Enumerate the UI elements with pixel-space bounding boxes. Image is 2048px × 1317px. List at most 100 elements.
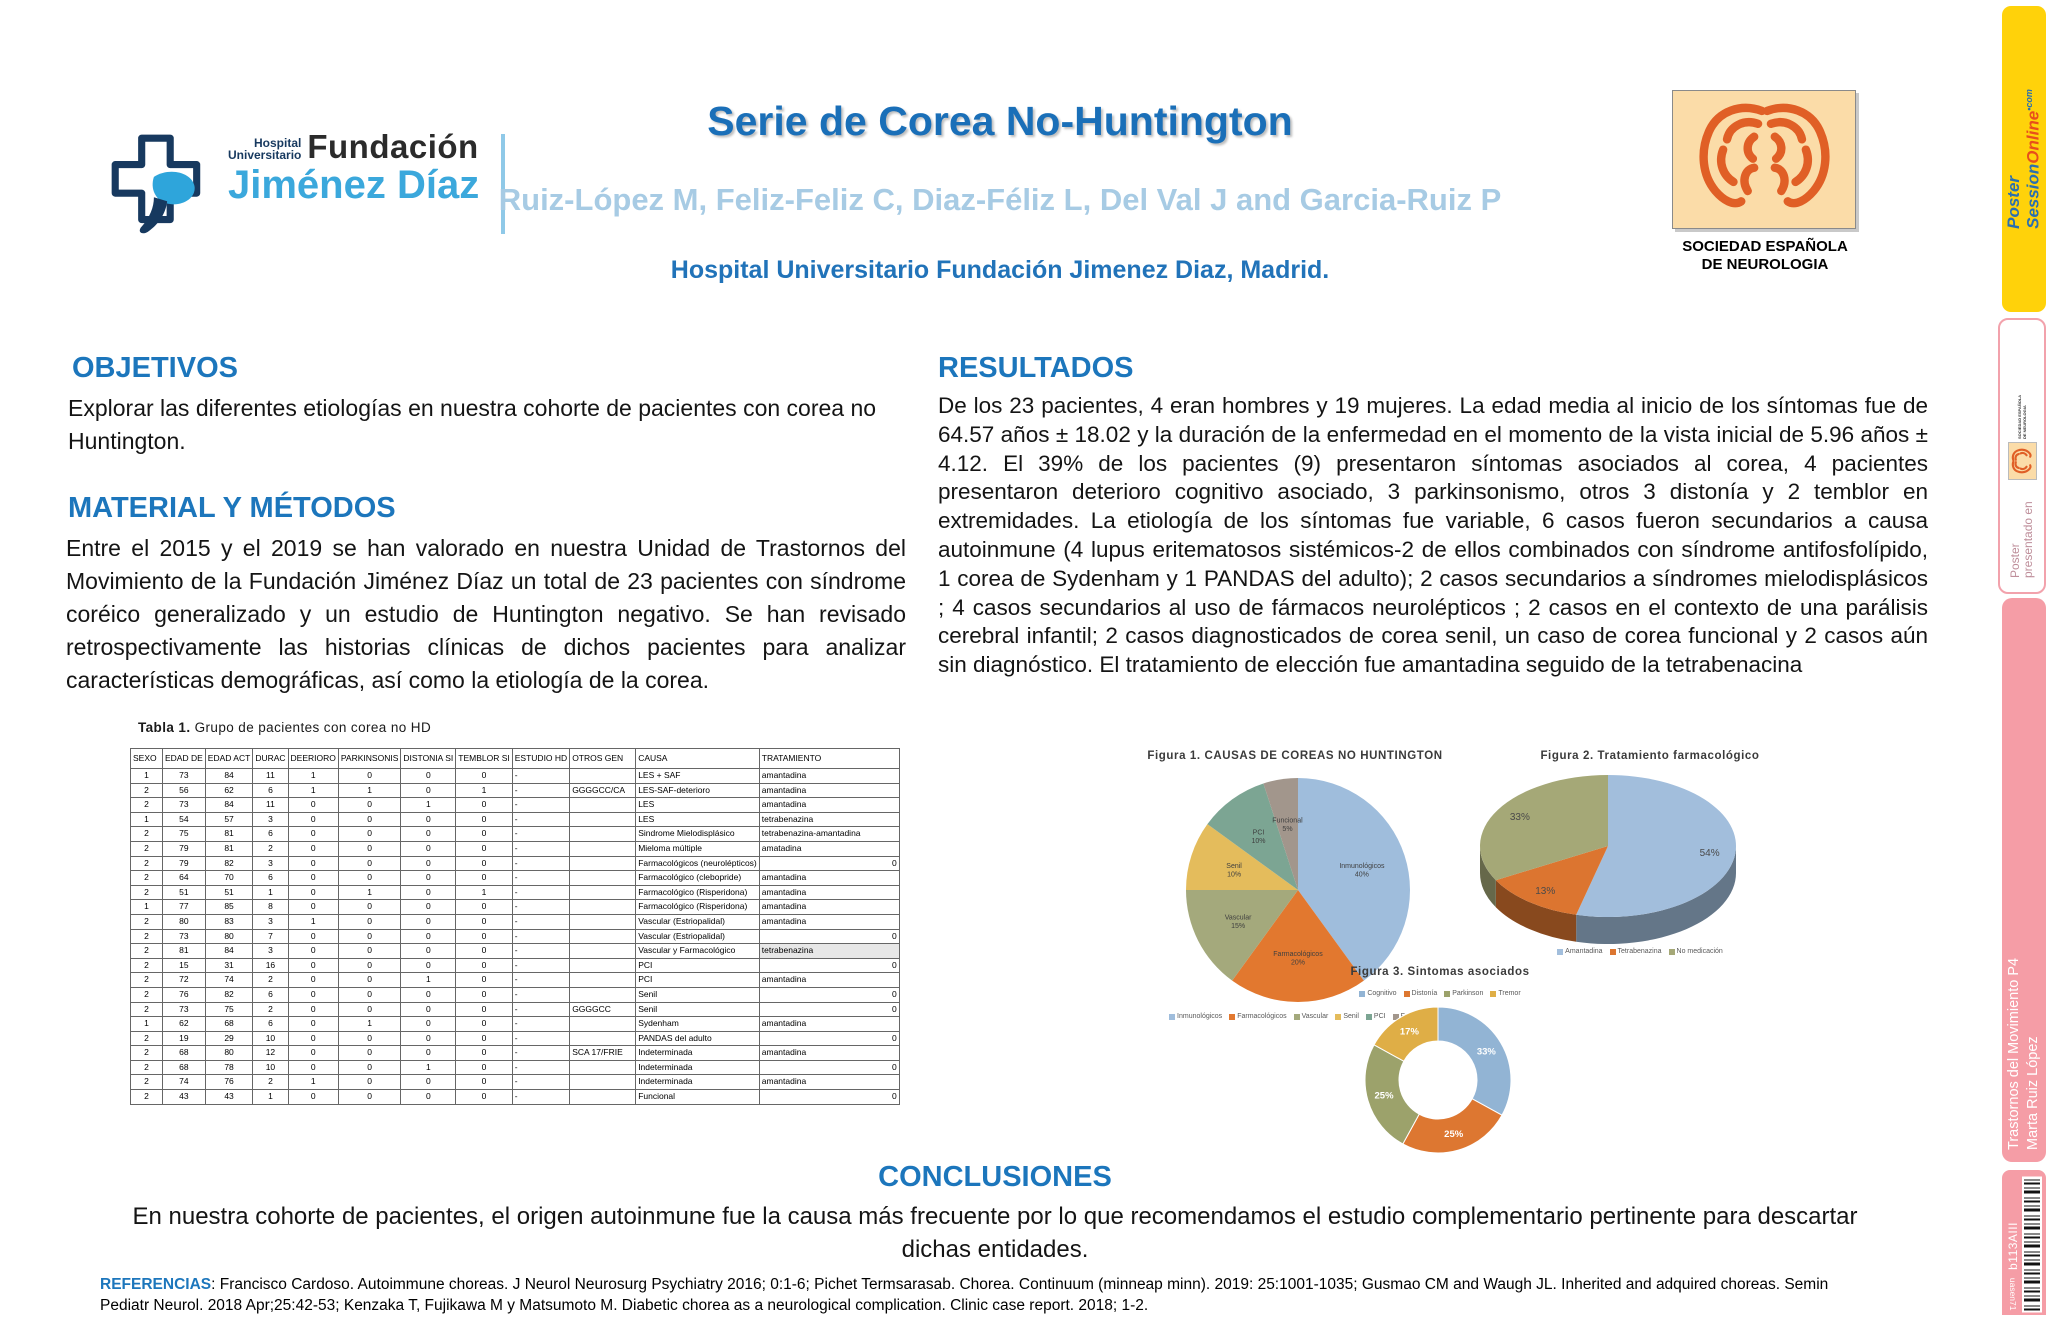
table-cell: 75 xyxy=(204,1001,254,1018)
table-cell: Indeterminada xyxy=(635,1045,760,1061)
table-cell: 6 xyxy=(252,782,289,799)
table-cell: 0 xyxy=(455,1089,513,1105)
table-cell: 0 xyxy=(337,986,402,1003)
table-cell: 74 xyxy=(204,972,254,988)
table-cell: 0 xyxy=(400,870,457,886)
table-cell: 0 xyxy=(337,855,402,872)
table-cell: 2 xyxy=(130,913,163,930)
hospital-logo-text: Hospital Universitario Fundación Jiménez… xyxy=(228,130,479,205)
ps-word-session: Session xyxy=(2023,163,2043,229)
table-cell: 0 xyxy=(337,768,402,784)
table-cell: 2 xyxy=(130,797,163,813)
table-cell: 51 xyxy=(204,884,254,901)
table-cell: 84 xyxy=(204,797,254,813)
chart-slice-label: 17% xyxy=(1400,1027,1420,1038)
table-cell: 16 xyxy=(252,957,289,974)
table-cell: 0 xyxy=(337,797,402,813)
table-cell: - xyxy=(511,1074,571,1091)
table-cell: amantadina xyxy=(758,972,900,988)
table-cell: 0 xyxy=(400,782,457,799)
table-cell: 10 xyxy=(252,1030,289,1047)
table-cell: Sindrome Mielodisplásico xyxy=(635,826,760,842)
table-cell: 0 xyxy=(455,768,513,784)
table-cell: 1 xyxy=(287,913,339,930)
table-cell: 70 xyxy=(204,870,254,886)
table-cell: Mieloma múltiple xyxy=(635,840,760,857)
table-cell: 3 xyxy=(252,943,289,959)
table-cell: - xyxy=(511,1045,571,1061)
table-cell: 0 xyxy=(758,1089,900,1105)
figure2-title: Figura 2. Tratamiento farmacológico xyxy=(1540,750,1760,762)
chart-slice-label: Funcional 5% xyxy=(1272,818,1303,834)
table-cell: 0 xyxy=(287,1059,339,1076)
sen-caption-line2: DE NEUROLOGIA xyxy=(1701,256,1829,273)
table-cell: 2 xyxy=(130,884,163,901)
legend-item: PCI xyxy=(1365,1013,1386,1020)
referencias: REFERENCIAS: Francisco Cardoso. Autoimmu… xyxy=(100,1274,1840,1316)
sen-logo xyxy=(1672,90,1856,229)
chart-slice xyxy=(1232,890,1364,1002)
table-cell: 0 xyxy=(337,1074,402,1091)
legend-swatch xyxy=(1359,990,1366,997)
table-cell: 0 xyxy=(287,1001,339,1018)
table-cell: 6 xyxy=(252,1016,289,1032)
table-cell: 0 xyxy=(455,1030,513,1047)
presenter-name: Marta Ruiz López xyxy=(2025,1036,2041,1150)
table-cell: 0 xyxy=(455,870,513,886)
table-cell xyxy=(569,943,637,959)
table-cell: 8 xyxy=(252,899,289,915)
table-cell: 74 xyxy=(162,1074,206,1091)
table-cell: 11 xyxy=(252,768,289,784)
patients-table: SEXO EDAD DE EDAD ACT DURAC DEERIORO PARKINSO… xyxy=(130,748,900,1105)
table-cell: Farmacológico (clebopride) xyxy=(635,870,760,886)
conclusiones-heading: CONCLUSIONES xyxy=(878,1161,1112,1193)
table-cell: 54 xyxy=(162,811,206,828)
table-column-header: ESTUDIO HD xyxy=(511,748,571,769)
legend-label: Inmunológicos xyxy=(1177,1013,1223,1020)
table-cell: 1 xyxy=(455,884,513,901)
table-cell: 80 xyxy=(162,913,206,930)
table-cell: 0 xyxy=(400,1016,457,1032)
table-cell: 0 xyxy=(287,826,339,842)
legend-swatch xyxy=(1365,1013,1372,1020)
table-cell: 68 xyxy=(162,1059,206,1076)
table-cell: 1 xyxy=(287,768,339,784)
table-cell: 0 xyxy=(337,899,402,915)
table-row: 1 77 85 8 0 0 0 0- Farmacológico (Risperidona) am… xyxy=(130,899,900,915)
table-cell xyxy=(569,1074,637,1091)
logo-universitario-word: Universitario xyxy=(228,148,302,162)
table-cell: amantadina xyxy=(758,899,900,915)
legend-label: Tetrabenazina xyxy=(1617,948,1662,955)
chart-slice xyxy=(1480,846,1496,908)
sen-brain-icon xyxy=(1698,103,1830,207)
chart-slice-label: 33% xyxy=(1477,1046,1497,1057)
chart-slice-label: Vascular 15% xyxy=(1225,915,1252,931)
legend-swatch xyxy=(1403,990,1410,997)
table-cell xyxy=(569,870,637,886)
table-cell: amantadina xyxy=(758,797,900,813)
legend-item: Farmacológicos xyxy=(1229,1013,1287,1020)
table-cell: amantadina xyxy=(758,1045,900,1061)
table-row: 2 51 51 1 0 1 0 1- Farmacológico (Risperidona) am… xyxy=(130,884,900,901)
table-cell: 0 xyxy=(455,826,513,842)
table-cell: 68 xyxy=(162,1045,206,1061)
legend-item: No medicación xyxy=(1668,948,1723,955)
logo-divider-bar xyxy=(501,134,506,234)
table-cell: 2 xyxy=(130,826,163,842)
table-cell: 0 xyxy=(287,855,339,872)
table-cell: 0 xyxy=(287,899,339,915)
table-cell: 0 xyxy=(287,1016,339,1032)
table-cell: 2 xyxy=(252,972,289,988)
table-row: 2 80 83 3 1 0 0 0- Vascular (Estriopalidal) amant… xyxy=(130,913,900,930)
legend-swatch xyxy=(1392,1013,1399,1020)
table-cell: 0 xyxy=(758,1059,900,1076)
legend-item: Parkinson xyxy=(1444,990,1483,997)
figure1-pie-chart: Inmunológicos 40% Farmacológicos 20% Vascula… xyxy=(1186,778,1410,1002)
table-cell: 2 xyxy=(130,1089,163,1105)
table-cell xyxy=(569,826,637,842)
table-cell: 2 xyxy=(130,1074,163,1091)
table-cell: GGGGCC/CA xyxy=(569,782,637,799)
table-row: 2 56 62 6 1 1 0 1- GGGGCC/CA LES-SAF-deterioro ama… xyxy=(130,782,900,799)
table-cell: 6 xyxy=(252,870,289,886)
figure2-pie3d-chart: 54% 13% 33% xyxy=(1480,775,1736,944)
